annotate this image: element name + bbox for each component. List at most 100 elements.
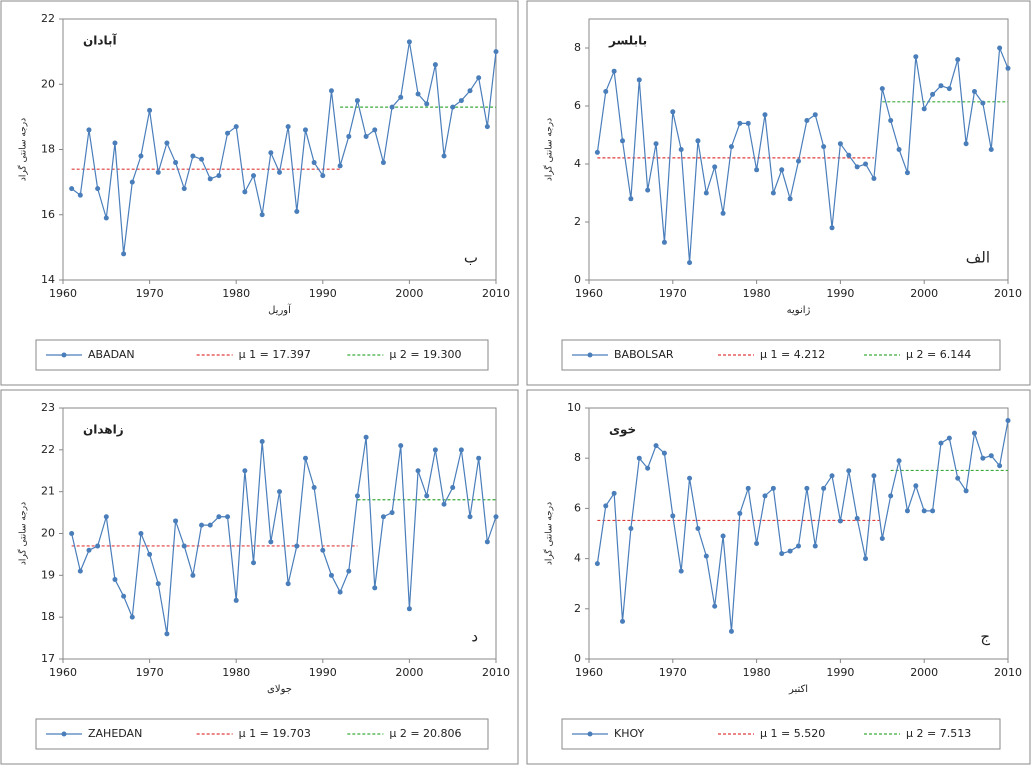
data-point bbox=[980, 100, 986, 106]
data-point bbox=[871, 176, 877, 181]
data-point bbox=[190, 153, 196, 159]
data-point bbox=[888, 118, 894, 123]
y-tick-label: 6 bbox=[574, 501, 581, 514]
data-point bbox=[678, 147, 684, 152]
y-tick-label: 22 bbox=[41, 12, 55, 25]
data-point bbox=[493, 49, 499, 55]
data-point bbox=[1005, 418, 1011, 424]
data-point bbox=[971, 89, 977, 94]
data-point bbox=[938, 83, 944, 89]
legend-label: μ 2 = 20.806 bbox=[389, 727, 461, 740]
data-point bbox=[138, 153, 144, 159]
data-point bbox=[147, 107, 153, 113]
data-point bbox=[311, 160, 317, 166]
data-point bbox=[871, 473, 877, 479]
y-tick-label: 2 bbox=[574, 602, 581, 615]
y-tick-label: 0 bbox=[574, 273, 581, 286]
x-tick-label: 1970 bbox=[659, 666, 687, 679]
data-point bbox=[155, 581, 161, 587]
plot-area bbox=[62, 18, 497, 281]
data-point bbox=[754, 541, 760, 547]
x-tick-label: 2010 bbox=[482, 287, 510, 300]
y-axis-label: درجه سانتی گراد bbox=[17, 502, 29, 565]
data-point bbox=[620, 618, 626, 624]
y-tick-label: 8 bbox=[574, 451, 581, 464]
data-point bbox=[645, 465, 651, 471]
legend-label: μ 1 = 4.212 bbox=[760, 348, 825, 361]
legend-label: KHOY bbox=[614, 727, 645, 740]
y-tick-label: 21 bbox=[41, 485, 55, 498]
x-tick-label: 2000 bbox=[910, 287, 938, 300]
data-point bbox=[337, 589, 343, 595]
data-point bbox=[476, 455, 482, 461]
data-point bbox=[380, 514, 386, 520]
x-tick-label: 1990 bbox=[309, 287, 337, 300]
data-point bbox=[946, 435, 952, 441]
data-point bbox=[225, 514, 231, 520]
data-point bbox=[963, 141, 969, 147]
data-point bbox=[754, 167, 760, 173]
legend-label: BABOLSAR bbox=[614, 348, 674, 361]
x-tick-label: 1980 bbox=[222, 666, 250, 679]
chart-panel: 14 16 18 20 22 1960 1970 1980 1990 2000 2010 آوریل د… bbox=[0, 0, 519, 386]
data-point bbox=[484, 539, 490, 545]
data-point bbox=[678, 568, 684, 574]
series-line bbox=[596, 420, 1009, 632]
data-point bbox=[398, 443, 404, 449]
data-point bbox=[628, 196, 634, 202]
data-point bbox=[837, 518, 843, 524]
panel-title: خوی bbox=[609, 423, 636, 438]
data-point bbox=[484, 124, 490, 130]
x-tick-label: 1980 bbox=[743, 287, 771, 300]
data-point bbox=[242, 468, 248, 474]
data-point bbox=[277, 489, 282, 495]
data-point bbox=[745, 120, 751, 126]
data-point bbox=[129, 179, 135, 185]
data-point bbox=[251, 560, 257, 566]
data-point bbox=[854, 164, 860, 170]
panel-label: ب bbox=[464, 249, 478, 267]
data-point bbox=[199, 156, 205, 162]
data-point bbox=[268, 150, 274, 156]
data-point bbox=[653, 141, 659, 147]
legend-marker bbox=[587, 731, 593, 737]
data-point bbox=[955, 57, 961, 63]
data-point bbox=[112, 577, 118, 583]
data-point bbox=[636, 77, 642, 83]
data-point bbox=[251, 173, 257, 179]
data-point bbox=[904, 508, 910, 514]
data-point bbox=[661, 239, 667, 245]
x-tick-label: 1960 bbox=[49, 287, 77, 300]
data-point bbox=[207, 522, 213, 528]
data-point bbox=[69, 186, 75, 192]
data-point bbox=[670, 513, 676, 519]
data-point bbox=[997, 45, 1003, 51]
data-point bbox=[259, 212, 265, 218]
data-point bbox=[703, 553, 709, 559]
legend-label: μ 2 = 19.300 bbox=[389, 348, 461, 361]
data-point bbox=[415, 468, 421, 474]
data-point bbox=[424, 493, 430, 499]
data-point bbox=[779, 167, 785, 173]
y-axis-label: درجه سانتی گراد bbox=[543, 502, 555, 565]
data-point bbox=[181, 543, 187, 549]
panel-label: د bbox=[471, 628, 478, 646]
y-tick-label: 18 bbox=[41, 610, 55, 623]
data-point bbox=[946, 86, 952, 92]
data-point bbox=[737, 120, 743, 126]
data-point bbox=[476, 75, 482, 81]
data-point bbox=[190, 572, 196, 578]
data-point bbox=[242, 189, 248, 195]
data-point bbox=[86, 547, 92, 553]
data-point bbox=[636, 455, 642, 461]
data-point bbox=[888, 493, 894, 499]
data-point bbox=[406, 39, 412, 45]
series-line bbox=[71, 437, 497, 635]
x-tick-label: 2000 bbox=[395, 666, 423, 679]
data-point bbox=[268, 539, 274, 545]
y-tick-label: 19 bbox=[41, 568, 55, 581]
data-point bbox=[603, 89, 609, 94]
data-point bbox=[432, 62, 438, 68]
data-point bbox=[398, 94, 404, 100]
y-tick-label: 20 bbox=[41, 77, 55, 90]
